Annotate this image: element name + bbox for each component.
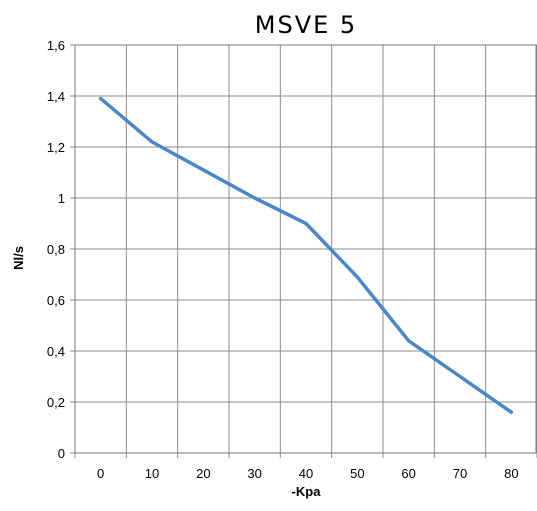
x-axis-ticks: 0 10 20 30 40 50 60 70 80 xyxy=(97,466,519,481)
x-tick-label: 50 xyxy=(350,466,364,481)
x-tick-label: 60 xyxy=(401,466,415,481)
grid xyxy=(70,44,537,458)
plot-area xyxy=(74,44,537,454)
x-tick-label: 40 xyxy=(299,466,313,481)
x-tick-label: 20 xyxy=(196,466,210,481)
y-tick-label: 1 xyxy=(58,191,65,206)
x-axis-label: -Kpa xyxy=(292,484,322,499)
y-axis-label: Nl/s xyxy=(11,246,26,270)
y-tick-label: 0,8 xyxy=(47,242,65,257)
y-axis-ticks: 0 0,2 0,4 0,6 0,8 1 1,2 1,4 1,6 xyxy=(47,38,65,461)
x-tick-label: 10 xyxy=(145,466,159,481)
x-tick-label: 70 xyxy=(453,466,467,481)
y-tick-label: 0,6 xyxy=(47,293,65,308)
series-line xyxy=(98,96,514,414)
series-layer xyxy=(98,96,514,414)
y-tick-label: 1,4 xyxy=(47,89,65,104)
y-tick-label: 1,6 xyxy=(47,38,65,53)
x-tick-label: 80 xyxy=(504,466,518,481)
y-tick-label: 0,2 xyxy=(47,395,65,410)
x-tick-label: 0 xyxy=(97,466,104,481)
y-tick-label: 1,2 xyxy=(47,140,65,155)
y-tick-label: 0,4 xyxy=(47,344,65,359)
chart-title: MSVE 5 xyxy=(255,11,357,39)
y-tick-label: 0 xyxy=(58,446,65,461)
x-tick-label: 30 xyxy=(247,466,261,481)
